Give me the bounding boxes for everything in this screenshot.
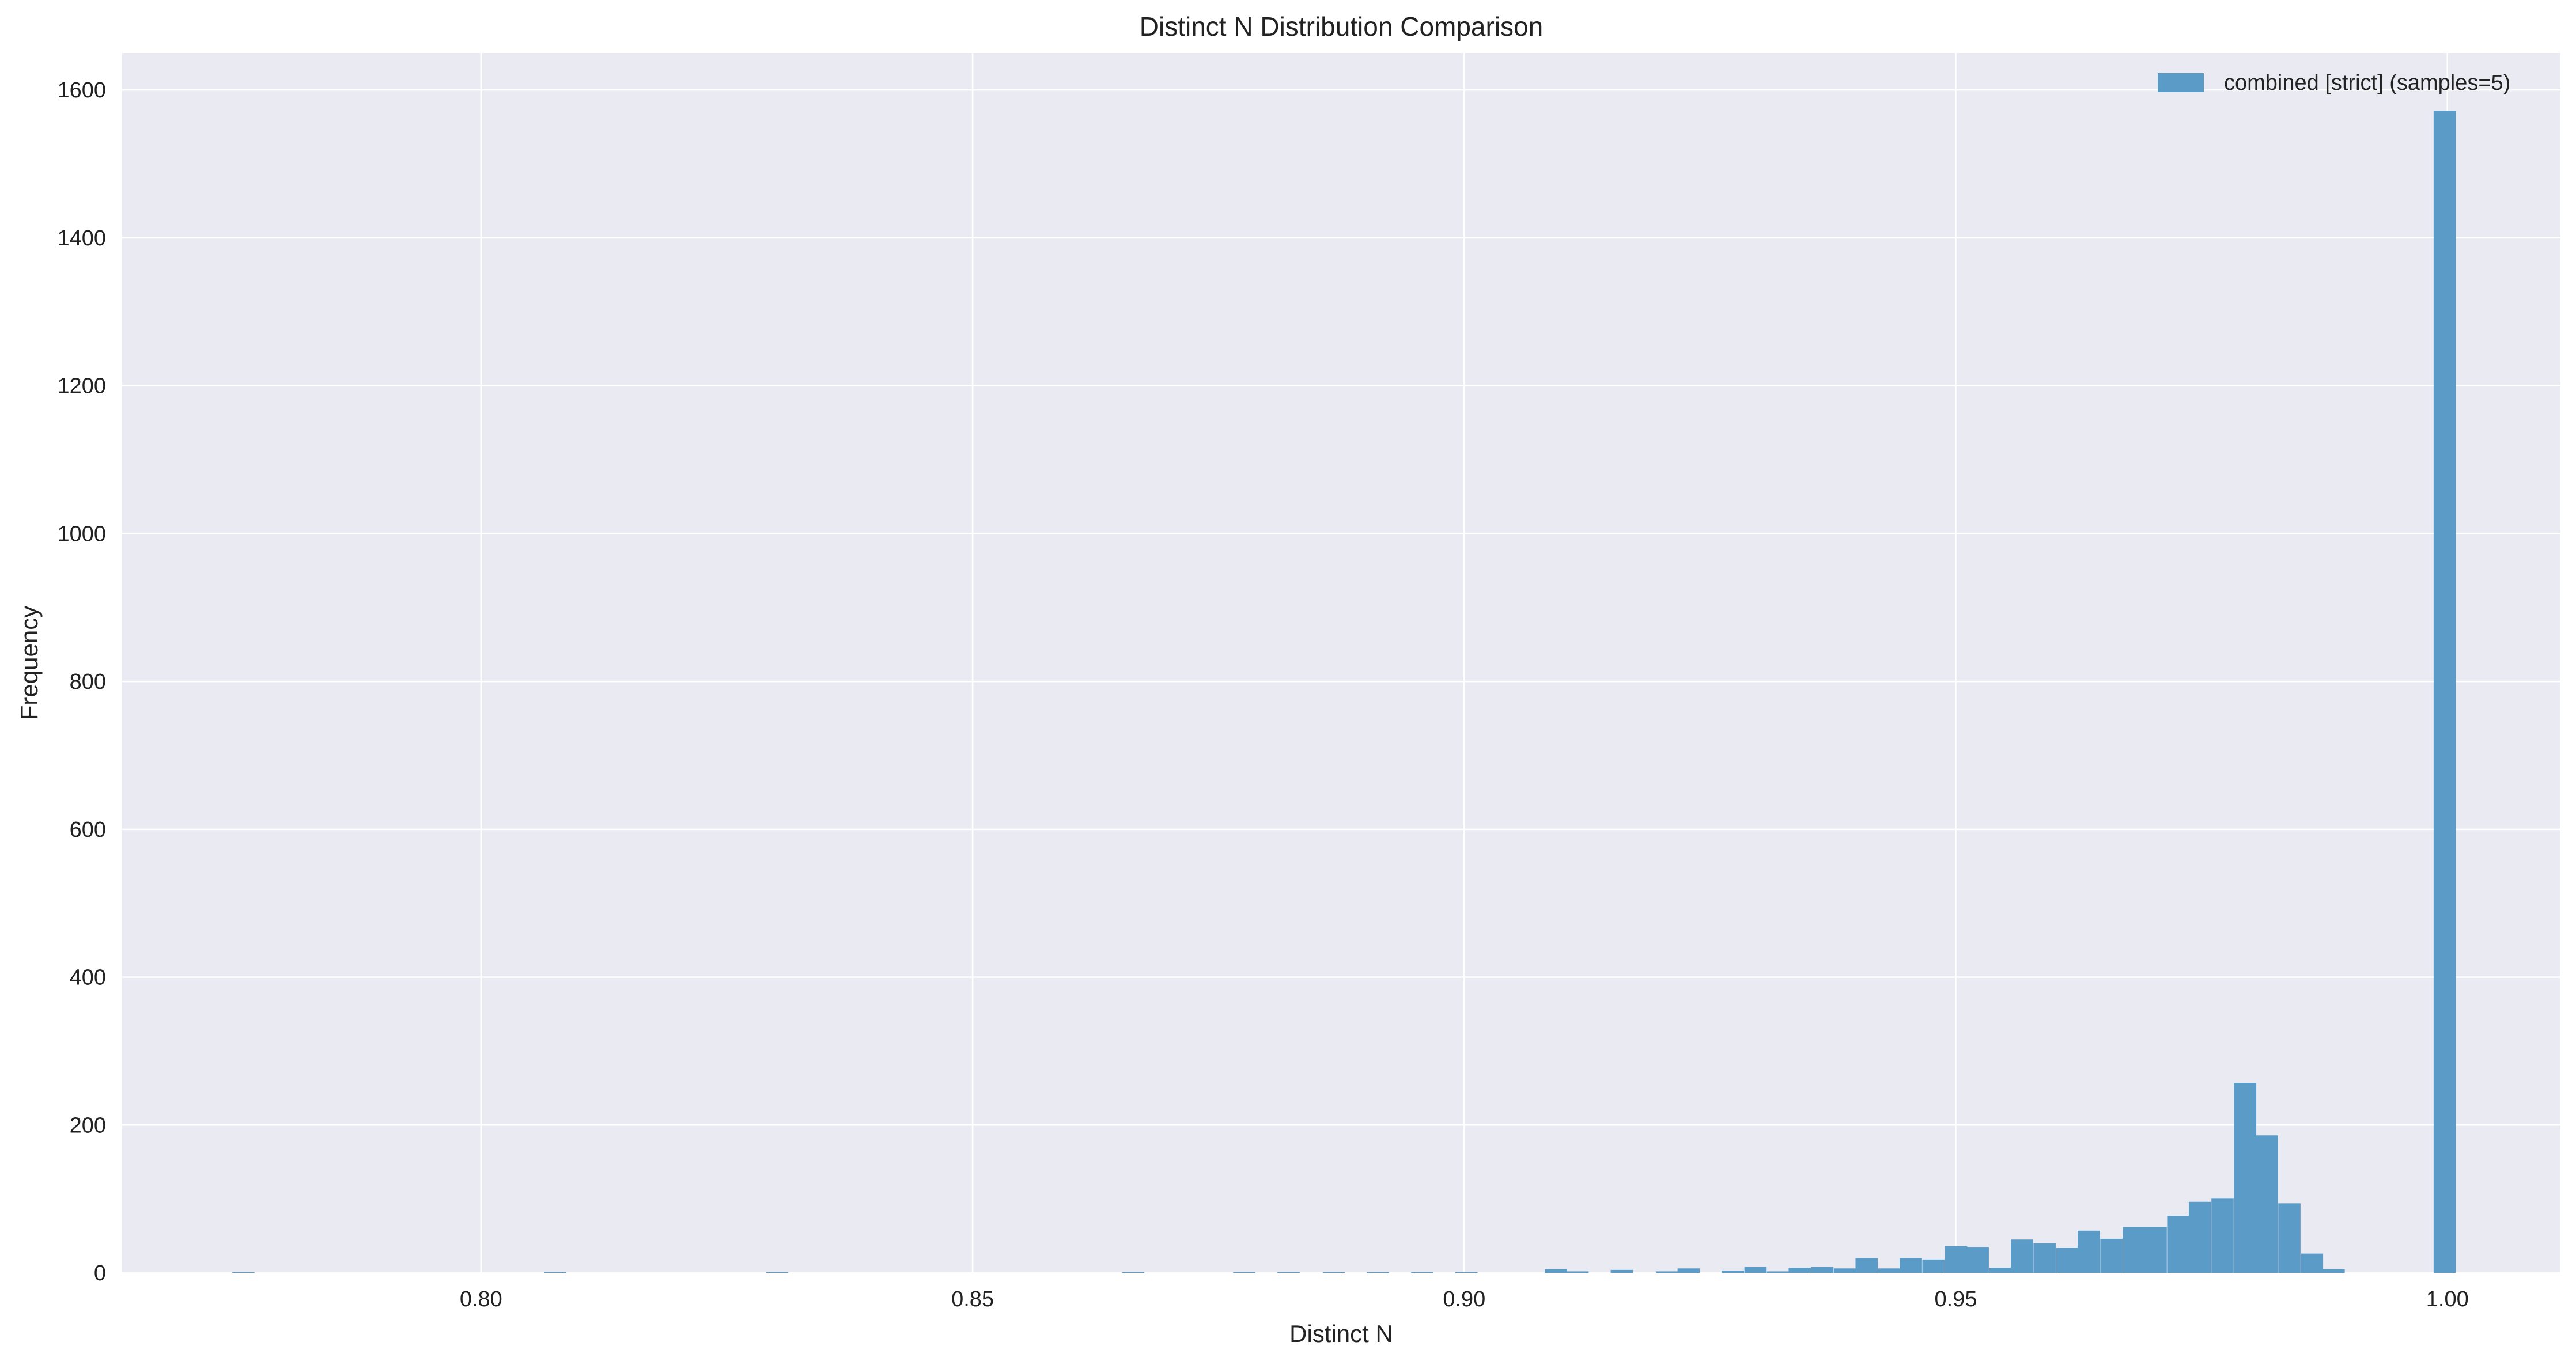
histogram-bar	[2056, 1248, 2079, 1273]
legend-entry-label: combined [strict] (samples=5)	[2224, 71, 2510, 95]
histogram-bar	[1277, 1272, 1300, 1273]
y-tick-label: 800	[70, 670, 106, 694]
histogram-bar	[1989, 1268, 2012, 1273]
histogram-bar	[1122, 1272, 1145, 1273]
y-axis-label: Frequency	[16, 606, 43, 720]
histogram-bar	[232, 1272, 255, 1273]
y-tick-label: 400	[70, 966, 106, 990]
histogram-bar	[1811, 1267, 1834, 1273]
histogram-bar	[2033, 1243, 2056, 1273]
histogram-bar	[2144, 1227, 2167, 1273]
y-tick-labels: 0 200 400 600 800 1000 1200 1400 1600	[57, 78, 106, 1286]
histogram-bar	[1677, 1268, 1700, 1273]
histogram-bar	[2433, 111, 2456, 1273]
y-tick-label: 200	[70, 1113, 106, 1138]
histogram-bar	[2188, 1201, 2211, 1273]
histogram-bar	[2123, 1227, 2146, 1273]
x-axis-label: Distinct N	[1289, 1320, 1393, 1347]
histogram-bar	[1656, 1271, 1678, 1273]
plot-area	[122, 53, 2560, 1273]
histogram-bar	[1367, 1272, 1389, 1273]
histogram-bar	[1855, 1258, 1878, 1273]
histogram-bar	[2100, 1238, 2123, 1273]
histogram-bar	[2078, 1230, 2100, 1273]
histogram-bar	[544, 1272, 566, 1273]
histogram-bar	[1766, 1271, 1790, 1273]
x-tick-label: 0.90	[1443, 1287, 1485, 1311]
histogram-bar	[1945, 1246, 1968, 1273]
histogram-bar	[1900, 1258, 1922, 1273]
x-tick-label: 0.80	[460, 1287, 502, 1311]
histogram-bar	[1233, 1272, 1255, 1273]
x-tick-labels: 0.80 0.85 0.90 0.95 1.00	[460, 1287, 2469, 1311]
y-gridlines	[122, 89, 2560, 1274]
y-tick-label: 1000	[57, 522, 106, 546]
histogram-bar	[2301, 1253, 2324, 1273]
histogram-bar	[1966, 1247, 1989, 1273]
histogram-bar	[2234, 1083, 2257, 1273]
histogram-bar	[1610, 1269, 1633, 1273]
histogram-bars	[232, 111, 2456, 1273]
histogram-bar	[2322, 1269, 2345, 1273]
x-tick-label: 0.85	[951, 1287, 994, 1311]
legend: combined [strict] (samples=5)	[2158, 71, 2510, 95]
y-tick-label: 1200	[57, 374, 106, 399]
histogram-bar	[1455, 1272, 1478, 1273]
histogram-bar	[1322, 1272, 1345, 1273]
histogram-bar	[1833, 1268, 1856, 1273]
histogram-bar	[1722, 1271, 1744, 1273]
histogram-bar	[2167, 1216, 2190, 1273]
histogram-bar	[2211, 1198, 2234, 1273]
histogram-bar	[1545, 1269, 1567, 1273]
histogram-bar	[1744, 1267, 1767, 1273]
histogram-bar	[2256, 1135, 2278, 1273]
histogram-bar	[766, 1272, 789, 1273]
y-tick-label: 1600	[57, 78, 106, 103]
histogram-bar	[2278, 1203, 2301, 1273]
y-tick-label: 1400	[57, 226, 106, 251]
histogram-bar	[1788, 1268, 1811, 1273]
histogram-bar	[1566, 1271, 1589, 1273]
histogram-bar	[1878, 1268, 1901, 1273]
y-tick-label: 0	[94, 1261, 106, 1286]
histogram-bar	[1411, 1272, 1433, 1273]
x-tick-label: 0.95	[1935, 1287, 1977, 1311]
chart-title: Distinct N Distribution Comparison	[1140, 12, 1543, 41]
legend-swatch	[2158, 73, 2204, 92]
y-tick-label: 600	[70, 818, 106, 842]
histogram-bar	[1922, 1259, 1945, 1273]
histogram-bar	[2011, 1239, 2033, 1273]
x-tick-label: 1.00	[2426, 1287, 2469, 1311]
